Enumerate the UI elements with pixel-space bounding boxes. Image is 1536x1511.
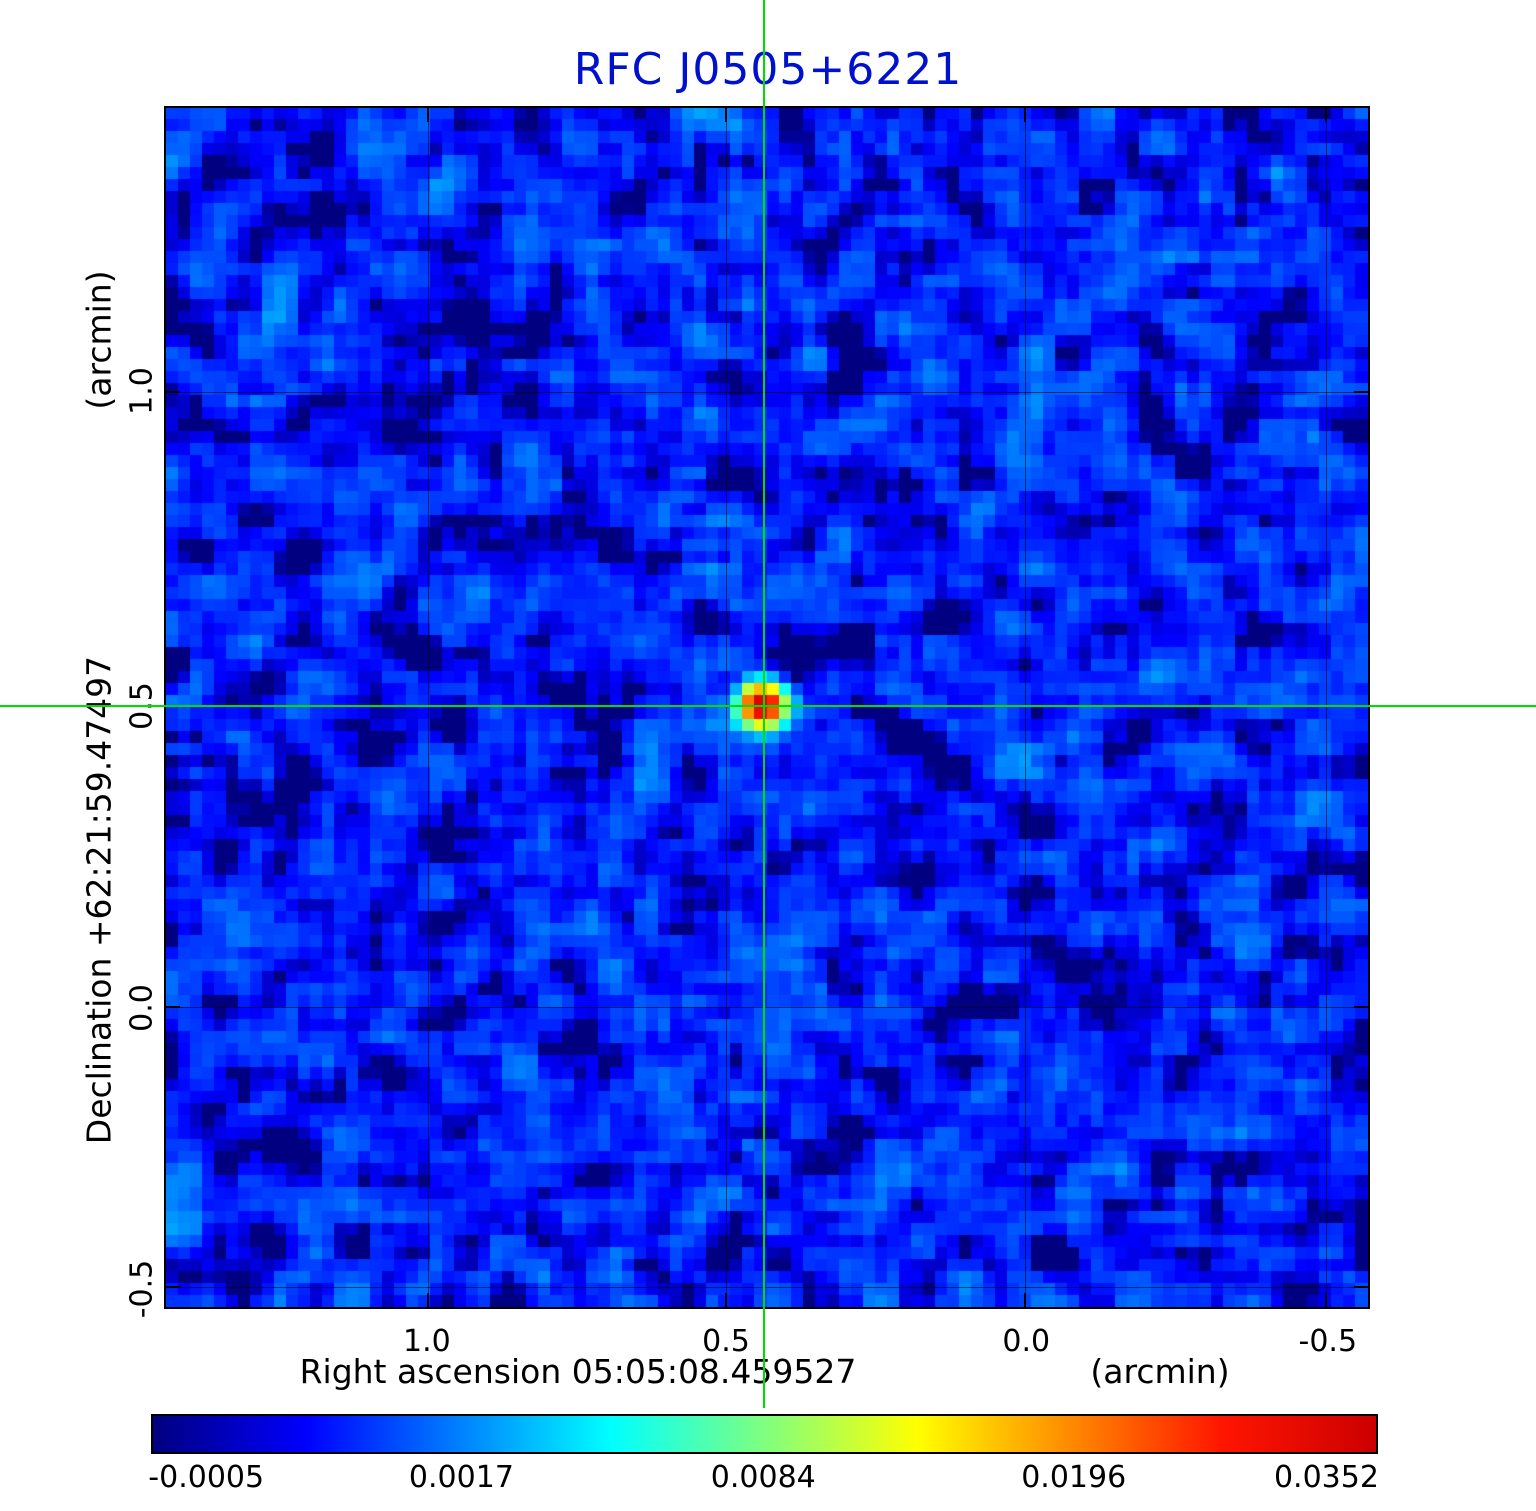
grid-line-vertical — [428, 108, 430, 1307]
colorbar-tick-label: 0.0084 — [710, 1460, 816, 1495]
grid-line-horizontal — [166, 392, 1368, 394]
axis-tick — [166, 1285, 180, 1288]
axis-tick — [725, 1293, 728, 1307]
x-axis-tick-label: 1.0 — [403, 1324, 451, 1359]
crosshair-vertical-line — [762, 0, 765, 1408]
grid-line-vertical — [1325, 108, 1327, 1307]
axis-tick — [427, 108, 430, 122]
x-axis-tick-label: 0.5 — [702, 1324, 750, 1359]
sky-map-plot — [164, 106, 1370, 1309]
y-axis-unit-label: (arcmin) — [79, 270, 119, 410]
grid-line-horizontal — [166, 1007, 1368, 1009]
grid-line-horizontal — [166, 1286, 1368, 1288]
axis-tick — [725, 108, 728, 122]
axis-tick — [1024, 108, 1027, 122]
colorbar-tick-label: 0.0196 — [1021, 1460, 1127, 1495]
axis-tick — [166, 1006, 180, 1009]
y-axis-label: Declination +62:21:59.47497 — [79, 655, 119, 1145]
colorbar-tick-label: -0.0005 — [148, 1460, 265, 1495]
axis-tick — [1324, 108, 1327, 122]
x-axis-label: Right ascension 05:05:08.459527 — [299, 1352, 857, 1391]
axis-tick — [1024, 1293, 1027, 1307]
x-axis-tick-label: -0.5 — [1298, 1324, 1358, 1359]
axis-tick — [1354, 1006, 1368, 1009]
y-axis-tick-label: -0.5 — [124, 1259, 160, 1318]
axis-tick — [1354, 1285, 1368, 1288]
x-axis-unit-label: (arcmin) — [1090, 1352, 1230, 1391]
axis-tick — [427, 1293, 430, 1307]
colorbar-tick-label: 0.0017 — [408, 1460, 514, 1495]
axis-tick — [1354, 391, 1368, 394]
x-axis-tick-label: 0.0 — [1002, 1324, 1051, 1359]
axis-tick — [166, 391, 180, 394]
grid-line-vertical — [1025, 108, 1027, 1307]
colorbar — [151, 1414, 1378, 1454]
crosshair-horizontal-line — [0, 705, 1536, 708]
y-axis-tick-label: 1.0 — [124, 367, 160, 415]
colorbar-tick-label: 0.0352 — [1273, 1460, 1379, 1495]
axis-tick — [1324, 1293, 1327, 1307]
y-axis-tick-label: 0.0 — [124, 984, 160, 1033]
grid-line-vertical — [726, 108, 728, 1307]
sky-map-canvas — [166, 108, 1368, 1307]
page-title: RFC J0505+6221 — [573, 44, 963, 95]
